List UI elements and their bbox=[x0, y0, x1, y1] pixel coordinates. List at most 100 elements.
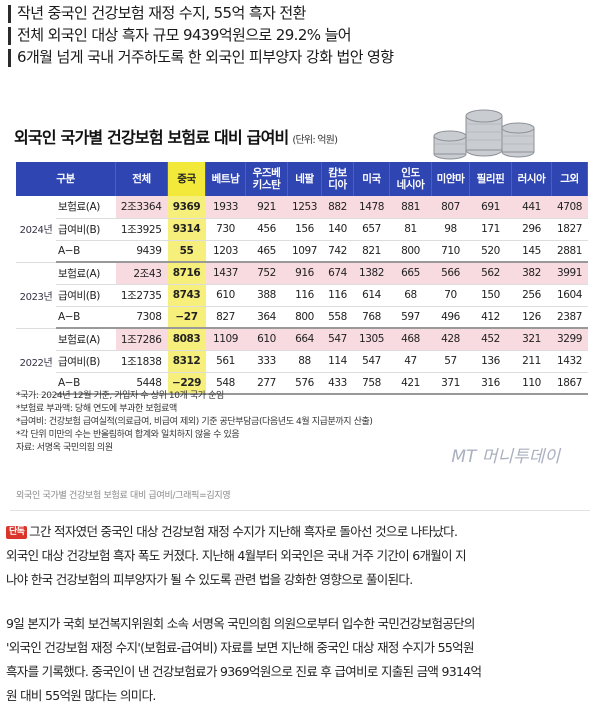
table-cell: 597 bbox=[389, 306, 432, 329]
table-cell: 296 bbox=[511, 218, 552, 241]
header-category: 구분 bbox=[16, 162, 116, 196]
table-row: 2022년 보험료(A) 1조7286 8083 1109 610 664 547 1305 46… bbox=[16, 328, 588, 395]
footnotes: *국가: 2024년 12월 기준, 가입자 수 상위 10개 국가 순임 *보… bbox=[16, 390, 373, 455]
footnote: *급여비: 건강보험 급여실적(의료급여, 비급여 제외) 기준 공단부담금(다… bbox=[16, 417, 373, 427]
row-label: 급여비(B) bbox=[56, 350, 116, 373]
table-cell: 561 bbox=[205, 350, 246, 373]
exclusive-badge: 단독 bbox=[6, 526, 28, 539]
row-label: A−B bbox=[56, 372, 116, 395]
table-cell: 566 bbox=[431, 262, 470, 285]
table-cell: 277 bbox=[245, 372, 288, 395]
table-cell: 768 bbox=[353, 306, 390, 329]
table-row: 급여비(B) 1조3925 9314 730 456 156 140 657 81 98 171 29… bbox=[16, 218, 588, 241]
table-cell: 1437 bbox=[205, 262, 246, 285]
table-cell: 496 bbox=[431, 306, 470, 329]
table-cell: 1203 bbox=[205, 240, 246, 263]
table-cell-china: −229 bbox=[167, 372, 206, 395]
data-table: 구분 전체 중국 베트남 우즈베 키스탄 네팔 캄보 디아 미국 인도 네시아 … bbox=[16, 162, 588, 395]
headline-2-text: 전체 외국인 대상 흑자 규모 9439억원으로 29.2% 늘어 bbox=[17, 26, 352, 44]
table-cell-china: 8083 bbox=[167, 328, 206, 351]
headline-bar bbox=[8, 4, 11, 23]
table-cell: 576 bbox=[287, 372, 322, 395]
table-cell: 452 bbox=[469, 328, 512, 351]
table-row: A−B 7308 −27 827 364 800 558 768 597 496 412 126 238… bbox=[16, 306, 588, 329]
table-cell: 136 bbox=[469, 350, 512, 373]
table-cell-china: 8743 bbox=[167, 284, 206, 307]
table-cell: 1조1838 bbox=[115, 350, 168, 373]
headline-3-text: 6개월 넘게 국내 거주하도록 한 외국인 피부양자 강화 법안 영향 bbox=[17, 48, 394, 66]
infographic: 외국인 국가별 건강보험 보험료 대비 급여비 (단위: 억원) 구분 전체 중국… bbox=[10, 100, 588, 508]
table-cell: 1109 bbox=[205, 328, 246, 351]
table-cell: 558 bbox=[321, 306, 354, 329]
table-cell: 1604 bbox=[551, 284, 588, 307]
table-cell: 428 bbox=[431, 328, 470, 351]
row-label: 급여비(B) bbox=[56, 284, 116, 307]
table-cell: 70 bbox=[431, 284, 470, 307]
paragraph-gap bbox=[6, 592, 596, 612]
table-cell: 2387 bbox=[551, 306, 588, 329]
table-cell: 9439 bbox=[115, 240, 168, 263]
table-cell: 211 bbox=[511, 350, 552, 373]
header-col: 그외 bbox=[551, 162, 588, 196]
source-note: 자료: 서명옥 국민의힘 의원 bbox=[16, 443, 113, 453]
table-cell: 116 bbox=[321, 284, 354, 307]
infographic-unit: (단위: 억원) bbox=[292, 135, 338, 146]
footnote: *보험료 부과액: 당해 연도에 부과한 보험료액 bbox=[16, 404, 177, 414]
table-cell: 47 bbox=[389, 350, 432, 373]
table-cell: 114 bbox=[321, 350, 354, 373]
table-cell: 800 bbox=[389, 240, 432, 263]
article-line: '외국인 건강보험 재정 수지'(보험료-급여비) 자료를 보면 지난해 중국인… bbox=[6, 640, 474, 655]
table-cell: 5448 bbox=[115, 372, 168, 395]
table-cell: 98 bbox=[431, 218, 470, 241]
table-cell: 256 bbox=[511, 284, 552, 307]
table-cell: 68 bbox=[389, 284, 432, 307]
article-line: 흑자를 기록했다. 중국인이 낸 건강보험료가 9369억원으로 진료 후 급여… bbox=[6, 664, 482, 679]
headline-1-text: 작년 중국인 건강보험 재정 수지, 55억 흑자 전환 bbox=[17, 4, 306, 22]
table-row: 2023년 보험료(A) 2조43 8716 1437 752 916 674 1382 665 5… bbox=[16, 262, 588, 329]
year-cell: 2022년 bbox=[16, 328, 56, 395]
header-col: 전체 bbox=[115, 162, 168, 196]
table-cell: 562 bbox=[469, 262, 512, 285]
table-cell: 3299 bbox=[551, 328, 588, 351]
header-col: 필리핀 bbox=[469, 162, 512, 196]
watermark-logo: MT 머니투데이 bbox=[451, 447, 560, 467]
table-cell-china: 9314 bbox=[167, 218, 206, 241]
table-row: 급여비(B) 1조1838 8312 561 333 88 114 547 47 57 136 211… bbox=[16, 350, 588, 373]
table-cell: 610 bbox=[245, 328, 288, 351]
article-body: 단독 그간 적자였던 중국인 대상 건강보험 재정 수지가 지난해 흑자로 돌아선… bbox=[6, 520, 596, 708]
article-line: 9일 본지가 국회 보건복지위원회 소속 서명옥 국민의힘 의원으로부터 입수한… bbox=[6, 616, 475, 631]
table-cell: 421 bbox=[389, 372, 432, 395]
table-cell: 150 bbox=[469, 284, 512, 307]
row-label: 보험료(A) bbox=[56, 196, 116, 219]
table-cell: 116 bbox=[287, 284, 322, 307]
table-row: A−B 9439 55 1203 465 1097 742 821 800 710 520 145 28… bbox=[16, 240, 588, 263]
header-col-china: 중국 bbox=[167, 162, 206, 196]
table-cell: 614 bbox=[353, 284, 390, 307]
header-col: 베트남 bbox=[205, 162, 246, 196]
table-cell: 1조2735 bbox=[115, 284, 168, 307]
table-cell: 81 bbox=[389, 218, 432, 241]
article-line: 나야 한국 건강보험의 피부양자가 될 수 있도록 관련 법을 강화한 영향으로… bbox=[6, 572, 413, 587]
table-cell: 145 bbox=[511, 240, 552, 263]
table-cell: 821 bbox=[353, 240, 390, 263]
table-cell: 4708 bbox=[551, 196, 588, 219]
table-cell: 433 bbox=[321, 372, 354, 395]
table-header-row: 구분 전체 중국 베트남 우즈베 키스탄 네팔 캄보 디아 미국 인도 네시아 … bbox=[16, 162, 588, 196]
table-row: 2024년 보험료(A) 2조3364 9369 1933 921 1253 882 1478 8… bbox=[16, 196, 588, 263]
header-col: 캄보 디아 bbox=[321, 162, 354, 196]
row-label: 보험료(A) bbox=[56, 262, 116, 285]
paragraph-1: 단독 그간 적자였던 중국인 대상 건강보험 재정 수지가 지난해 흑자로 돌아선… bbox=[6, 520, 596, 592]
table-cell: 547 bbox=[321, 328, 354, 351]
header-col: 미얀마 bbox=[431, 162, 470, 196]
table-cell: 1432 bbox=[551, 350, 588, 373]
table-cell: 371 bbox=[431, 372, 470, 395]
footnote: *국가: 2024년 12월 기준, 가입자 수 상위 10개 국가 순임 bbox=[16, 391, 224, 401]
table-cell: 1305 bbox=[353, 328, 390, 351]
table-cell: 126 bbox=[511, 306, 552, 329]
table-cell: 548 bbox=[205, 372, 246, 395]
table-cell: 57 bbox=[431, 350, 470, 373]
table-cell: 412 bbox=[469, 306, 512, 329]
table-cell: 382 bbox=[511, 262, 552, 285]
table-cell: 916 bbox=[287, 262, 322, 285]
table-cell: 800 bbox=[287, 306, 322, 329]
